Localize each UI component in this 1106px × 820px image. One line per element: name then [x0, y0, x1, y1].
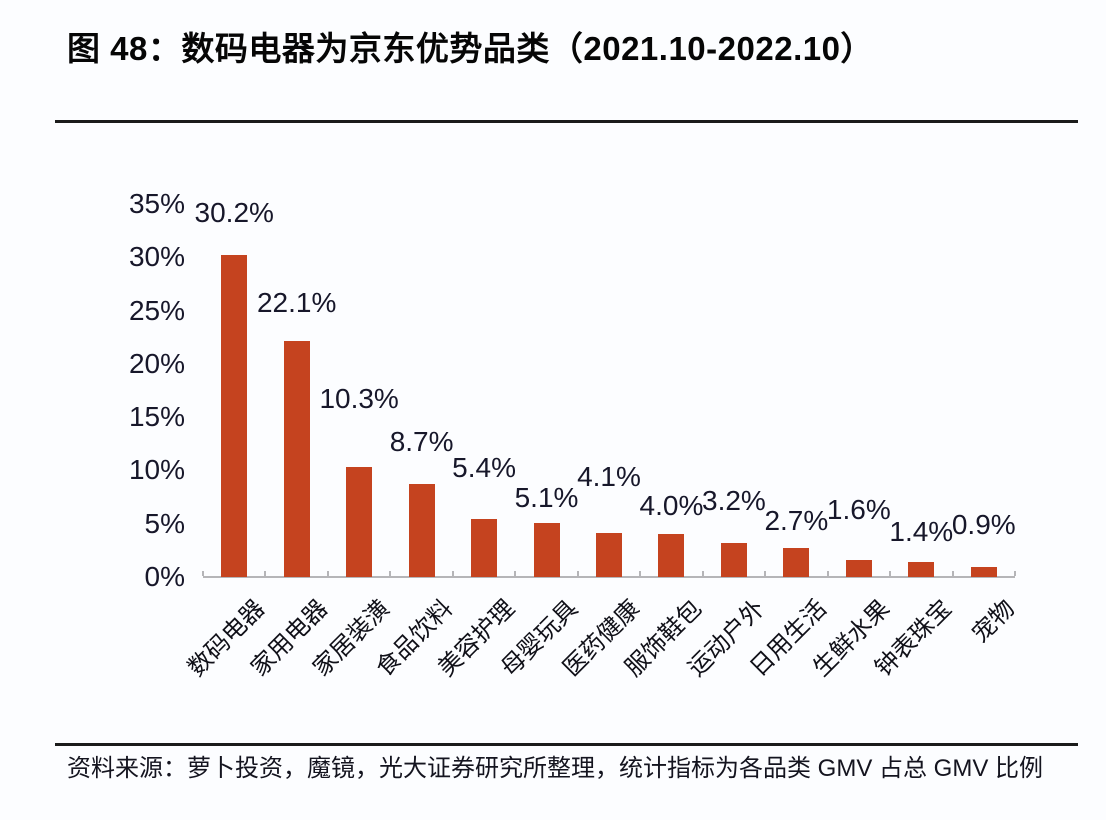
- bar: [283, 341, 310, 577]
- figure-title: 图 48：数码电器为京东优势品类（2021.10-2022.10）: [67, 30, 874, 67]
- bar: [408, 484, 435, 577]
- x-axis-line: [203, 576, 1015, 578]
- x-axis-tick: [764, 571, 767, 576]
- source-note: 资料来源：萝卜投资，魔镜，光大证券研究所整理，统计指标为各品类 GMV 占总 G…: [67, 755, 1044, 782]
- x-axis-tick: [202, 571, 204, 576]
- bar-value-label: 1.6%: [826, 494, 891, 525]
- bar-value-label: 8.7%: [389, 426, 454, 457]
- bar-value-label: 4.1%: [577, 461, 641, 492]
- bar-value-label: 10.3%: [319, 383, 399, 414]
- y-axis-tick-label: 35%: [128, 187, 185, 219]
- x-axis-tick: [264, 571, 267, 576]
- bar-value-label: 0.9%: [951, 509, 1016, 540]
- bar-value-label: 1.4%: [889, 516, 954, 547]
- bar: [720, 543, 747, 577]
- y-axis-tick-label: 10%: [128, 454, 185, 486]
- bar-value-label: 4.0%: [639, 490, 704, 521]
- bar-value-label: 30.2%: [194, 197, 274, 228]
- bar: [596, 533, 622, 577]
- bar: [845, 560, 872, 577]
- x-axis-tick: [639, 571, 642, 576]
- bar: [783, 548, 810, 577]
- title-divider-line: [55, 120, 1078, 123]
- bar-value-label: 5.4%: [452, 452, 516, 483]
- x-axis-tick: [514, 571, 517, 576]
- category-label: 宠物: [966, 594, 1020, 648]
- bar: [221, 255, 248, 577]
- x-axis-tick: [889, 571, 892, 576]
- bar: [970, 567, 997, 577]
- bar-value-label: 2.7%: [764, 505, 829, 536]
- y-axis-tick-label: 20%: [128, 347, 185, 379]
- y-axis-tick-label: 5%: [144, 507, 185, 539]
- y-axis-tick-label: 25%: [128, 294, 185, 326]
- x-axis-tick: [1014, 571, 1016, 576]
- bar: [346, 467, 373, 577]
- x-axis-tick: [326, 571, 329, 576]
- y-axis-tick-label: 30%: [128, 241, 185, 273]
- x-axis-tick: [389, 571, 392, 576]
- x-axis-tick: [951, 571, 954, 576]
- y-axis-tick-label: 0%: [144, 561, 185, 592]
- source-divider-line: [55, 743, 1078, 746]
- x-axis-tick: [701, 571, 704, 576]
- y-axis-tick-label: 15%: [128, 401, 185, 433]
- x-axis-tick: [826, 571, 829, 576]
- x-axis-tick: [451, 571, 454, 576]
- bar-value-label: 22.1%: [256, 287, 337, 318]
- bar: [533, 523, 560, 577]
- bar: [471, 519, 498, 577]
- bar: [908, 562, 935, 577]
- bar-value-label: 5.1%: [514, 482, 579, 513]
- bar: [658, 534, 685, 577]
- bar-value-label: 3.2%: [702, 485, 766, 516]
- x-axis-tick: [576, 571, 579, 576]
